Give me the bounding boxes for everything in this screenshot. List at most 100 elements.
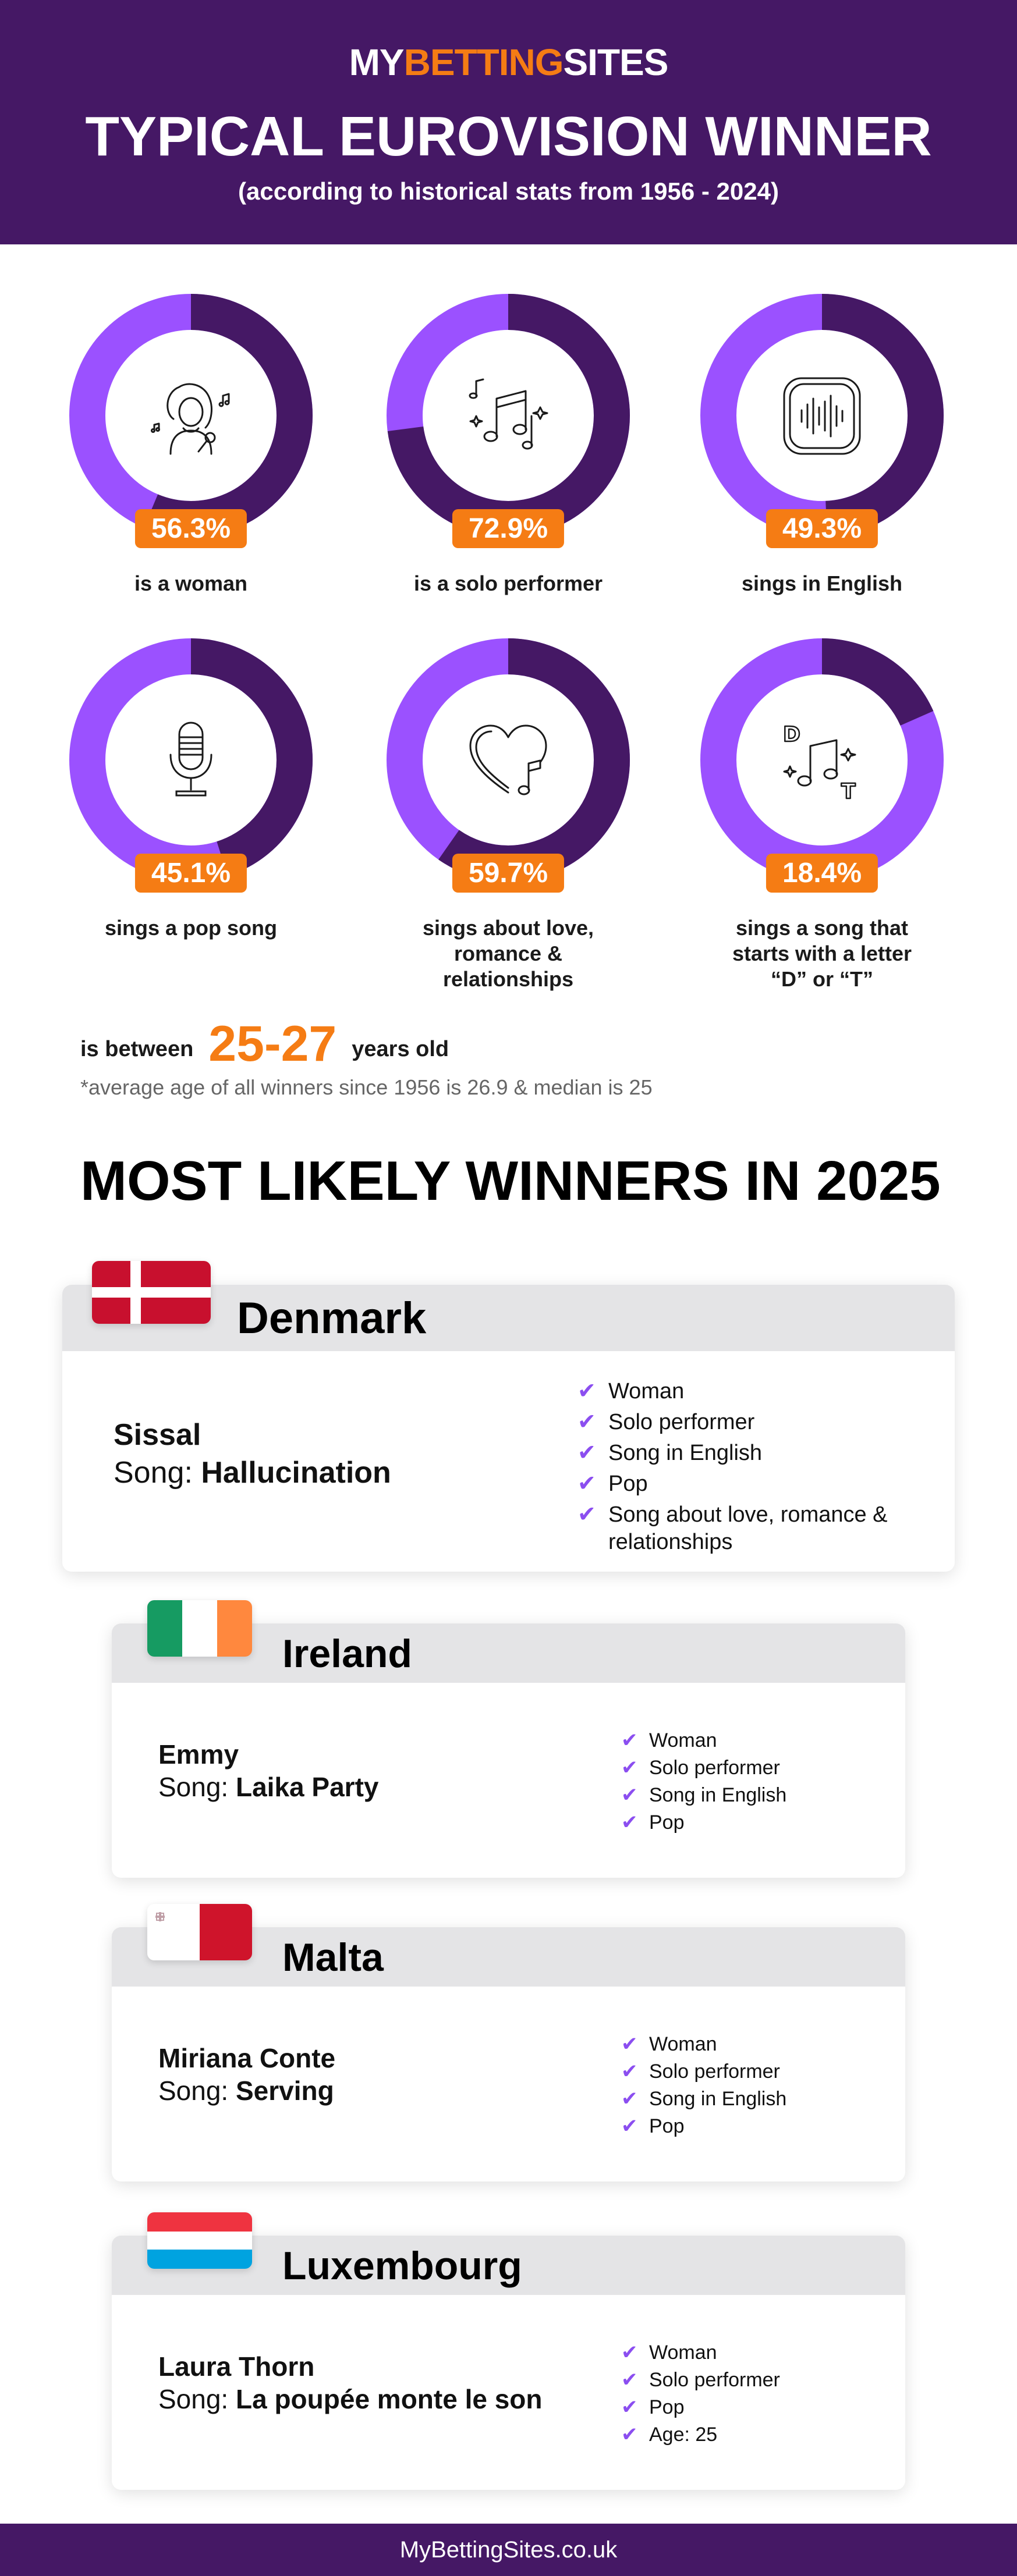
donut-arc xyxy=(700,638,944,882)
traits-list: ✔ Woman ✔ Solo performer ✔ Song in English … xyxy=(621,2032,889,2138)
card-header xyxy=(62,1285,955,1351)
trait-item: ✔ Solo performer xyxy=(621,1756,889,1780)
logo-text-my: MY xyxy=(349,41,405,83)
ireland-flag xyxy=(147,1600,252,1657)
letters-note-icon: D T xyxy=(782,722,857,804)
stat-label: sings about love, romance & relationship… xyxy=(422,916,594,991)
trait-item: ✔ Woman xyxy=(621,1728,889,1753)
artist-name: Laura Thorn xyxy=(158,2351,315,2382)
trait-text: Song about love, romance & relationships xyxy=(608,1502,888,1554)
stat-pop: 45.1% sings a pop song xyxy=(40,638,342,987)
check-icon: ✔ xyxy=(621,1729,638,1751)
traits-list: ✔ Woman ✔ Solo performer ✔ Song in English … xyxy=(577,1378,927,1556)
winner-card-malta: Malta Miriana Conte Song: Serving ✔ Woman… xyxy=(112,1927,905,2181)
trait-text: Pop xyxy=(649,1811,685,1834)
page-subtitle: (according to historical stats from 1956… xyxy=(238,177,779,205)
stat-percentage: 49.3% xyxy=(766,509,878,548)
trait-item: ✔ Song in English xyxy=(621,2087,889,2111)
donut-arc xyxy=(700,294,944,537)
song-name: Serving xyxy=(236,2076,334,2106)
trait-item: ✔ Solo performer xyxy=(621,2368,889,2392)
check-icon: ✔ xyxy=(621,2396,638,2418)
trait-text: Woman xyxy=(649,2033,717,2055)
song-title: Song: La poupée monte le son xyxy=(158,2383,543,2415)
trait-text: Song in English xyxy=(608,1441,763,1465)
page-title: TYPICAL EUROVISION WINNER xyxy=(85,105,932,168)
age-prefix: is between xyxy=(80,1037,194,1061)
winner-card-denmark: Denmark Sissal Song: Hallucination ✔ Woma… xyxy=(62,1285,955,1572)
check-icon: ✔ xyxy=(621,2033,638,2055)
sound-wave-icon xyxy=(783,377,861,455)
trait-item: ✔ Pop xyxy=(577,1470,927,1498)
trait-text: Pop xyxy=(649,2115,685,2137)
trait-item: ✔ Pop xyxy=(621,2395,889,2419)
stat-percentage: 72.9% xyxy=(452,509,565,548)
age-footnote: *average age of all winners since 1956 i… xyxy=(80,1075,653,1099)
microphone-icon xyxy=(169,722,212,797)
song-name: Laika Party xyxy=(236,1772,379,1802)
stat-label: sings in English xyxy=(741,571,903,595)
stat-label: is a solo performer xyxy=(413,571,603,595)
country-name: Luxembourg xyxy=(282,2244,522,2288)
stat-english: 49.3% sings in English xyxy=(671,294,973,643)
trait-text: Pop xyxy=(608,1472,648,1496)
country-name: Ireland xyxy=(282,1632,412,1676)
trait-text: Solo performer xyxy=(649,1757,780,1779)
footer: MyBettingSites.co.uk xyxy=(0,2524,1017,2576)
check-icon: ✔ xyxy=(577,1472,596,1496)
song-name: Hallucination xyxy=(201,1456,391,1490)
trait-text: Woman xyxy=(608,1379,685,1404)
check-icon: ✔ xyxy=(577,1410,596,1434)
song-title: Song: Laika Party xyxy=(158,1771,378,1803)
stat-label: sings a song that starts with a letter “… xyxy=(732,916,912,991)
check-icon: ✔ xyxy=(621,2115,638,2137)
woman-singer-icon xyxy=(151,383,230,455)
song-name: La poupée monte le son xyxy=(236,2384,543,2414)
denmark-flag xyxy=(92,1261,211,1324)
check-icon: ✔ xyxy=(621,1811,638,1834)
song-title: Song: Serving xyxy=(158,2075,334,2106)
trait-item: ✔ Solo performer xyxy=(577,1409,927,1436)
logo[interactable]: MYBETTINGSITES xyxy=(0,41,1017,84)
logo-text-sites: SITES xyxy=(563,41,668,83)
donut-arc xyxy=(69,638,313,882)
artist-name: Sissal xyxy=(114,1418,201,1452)
stat-percentage: 45.1% xyxy=(134,854,247,893)
song-prefix: Song: xyxy=(114,1456,201,1490)
trait-item: ✔ Solo performer xyxy=(621,2059,889,2084)
svg-text:T: T xyxy=(841,780,856,804)
trait-text: Song in English xyxy=(649,2088,787,2110)
luxembourg-flag xyxy=(147,2212,252,2269)
check-icon: ✔ xyxy=(577,1502,596,1527)
trait-item: ✔ Song in English xyxy=(621,1783,889,1807)
country-name: Denmark xyxy=(237,1294,427,1343)
check-icon: ✔ xyxy=(621,2369,638,2391)
age-suffix: years old xyxy=(352,1037,449,1061)
check-icon: ✔ xyxy=(621,2088,638,2110)
check-icon: ✔ xyxy=(621,1757,638,1779)
stat-letter-d-t: D T 18.4% sings a song that starts with … xyxy=(671,638,973,991)
trait-item: ✔ Woman xyxy=(621,2032,889,2056)
trait-text: Woman xyxy=(649,2342,717,2364)
song-prefix: Song: xyxy=(158,2384,236,2414)
trait-text: Song in English xyxy=(649,1784,787,1806)
check-icon: ✔ xyxy=(621,1784,638,1806)
header-banner: MYBETTINGSITES TYPICAL EUROVISION WINNER… xyxy=(0,0,1017,244)
check-icon: ✔ xyxy=(621,2424,638,2446)
stat-percentage: 18.4% xyxy=(766,854,878,893)
section-title: MOST LIKELY WINNERS IN 2025 xyxy=(80,1150,941,1212)
winner-card-ireland: Ireland Emmy Song: Laika Party ✔ Woman ✔ S… xyxy=(112,1623,905,1878)
trait-item: ✔ Pop xyxy=(621,1810,889,1835)
artist-name: Emmy xyxy=(158,1739,239,1770)
stat-percentage: 59.7% xyxy=(452,854,565,893)
stat-solo-performer: 72.9% is a solo performer xyxy=(357,294,660,643)
footer-link[interactable]: MyBettingSites.co.uk xyxy=(399,2537,618,2563)
stat-woman: 56.3% is a woman xyxy=(40,294,342,643)
trait-item: ✔ Age: 25 xyxy=(621,2422,889,2447)
traits-list: ✔ Woman ✔ Solo performer ✔ Pop ✔ Age: 25 xyxy=(621,2340,889,2447)
artist-name: Miriana Conte xyxy=(158,2043,336,2073)
winner-card-luxembourg: Luxembourg Laura Thorn Song: La poupée m… xyxy=(112,2236,905,2490)
heart-note-icon xyxy=(469,724,547,795)
trait-text: Solo performer xyxy=(649,2369,780,2391)
trait-text: Woman xyxy=(649,1729,717,1751)
